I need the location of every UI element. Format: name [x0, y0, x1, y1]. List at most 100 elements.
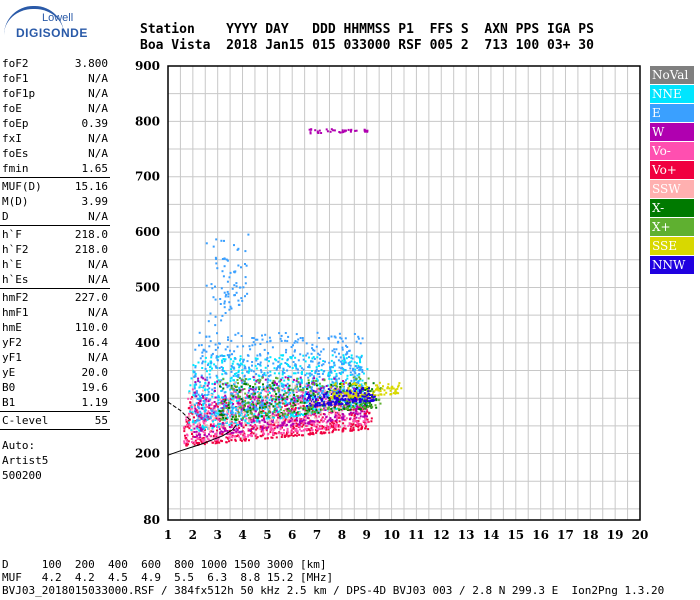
echo-point: [262, 386, 265, 389]
echo-point: [322, 389, 325, 392]
echo-point: [323, 370, 326, 372]
echo-point: [262, 410, 265, 413]
echo-point: [353, 370, 356, 373]
echo-point: [200, 412, 203, 415]
echo-point: [261, 405, 263, 408]
echo-point: [191, 431, 194, 433]
echo-point: [335, 419, 338, 422]
echo-point: [333, 396, 336, 399]
echo-point: [223, 403, 226, 406]
echo-point: [279, 364, 282, 367]
echo-point: [252, 376, 255, 379]
echo-point: [204, 432, 206, 435]
echo-point: [274, 411, 277, 414]
echo-point: [363, 129, 366, 132]
echo-point: [317, 391, 320, 394]
param-row: foF2 3.800: [0, 56, 112, 71]
echo-point: [231, 411, 234, 414]
echo-point: [288, 434, 291, 437]
echo-point: [188, 390, 191, 393]
echo-point: [360, 401, 363, 404]
y-tick-label: 500: [135, 280, 160, 294]
echo-point: [269, 387, 272, 390]
echo-point: [307, 428, 310, 431]
echo-point: [212, 430, 215, 433]
echo-point: [206, 394, 209, 397]
echo-point: [288, 393, 290, 396]
echo-point: [241, 363, 244, 366]
echo-point: [282, 369, 285, 371]
echo-point: [335, 375, 338, 378]
echo-point: [343, 357, 346, 360]
echo-point: [305, 401, 308, 404]
echo-point: [359, 367, 362, 370]
echo-point: [321, 432, 323, 435]
echo-point: [302, 421, 305, 424]
echo-point: [276, 426, 279, 429]
echo-point: [345, 381, 348, 384]
echo-point: [205, 400, 207, 403]
echo-point: [320, 431, 323, 434]
echo-point: [238, 391, 241, 394]
echo-point: [395, 391, 398, 394]
echo-point: [259, 361, 262, 364]
echo-point: [219, 298, 222, 300]
echo-point: [238, 303, 241, 306]
echo-point: [279, 408, 282, 411]
echo-point: [275, 393, 278, 396]
echo-point: [331, 392, 334, 395]
echo-point: [195, 391, 198, 394]
echo-point: [283, 390, 286, 393]
echo-point: [308, 393, 310, 396]
echo-point: [238, 426, 241, 429]
echo-point: [225, 383, 227, 386]
echo-point: [345, 353, 347, 356]
echo-point: [344, 419, 347, 422]
echo-point: [236, 389, 239, 392]
echo-point: [317, 352, 320, 355]
echo-point: [197, 405, 200, 408]
echo-point: [233, 284, 236, 287]
param-row: C-level 55: [0, 413, 112, 428]
echo-point: [245, 264, 248, 267]
echo-point: [306, 382, 309, 385]
echo-point: [310, 389, 313, 392]
echo-point: [280, 406, 283, 409]
echo-point: [287, 363, 290, 366]
echo-point: [293, 412, 296, 414]
echo-point: [266, 378, 269, 381]
echo-point: [298, 411, 301, 414]
echo-point: [366, 394, 368, 397]
echo-point: [250, 392, 253, 395]
echo-point: [205, 397, 208, 400]
echo-point: [265, 429, 268, 432]
echo-point: [240, 430, 243, 433]
param-name: D: [2, 210, 9, 223]
param-row: MUF(D) 15.16: [0, 179, 112, 194]
echo-point: [217, 412, 220, 415]
echo-point: [271, 384, 274, 387]
echo-point: [359, 358, 361, 361]
echo-point: [324, 409, 327, 411]
echo-point: [195, 433, 198, 436]
echo-point: [206, 405, 209, 408]
echo-point: [335, 408, 338, 411]
echo-point: [252, 393, 255, 396]
echo-point: [260, 408, 262, 411]
echo-point: [221, 258, 224, 260]
echo-point: [255, 425, 258, 428]
echo-point: [321, 425, 323, 428]
echo-point: [340, 416, 343, 419]
param-row: yE 20.0: [0, 365, 112, 380]
echo-point: [333, 406, 336, 409]
echo-point: [316, 384, 318, 387]
echo-point: [297, 371, 300, 374]
echo-point: [315, 398, 318, 401]
echo-point: [255, 402, 258, 405]
echo-point: [353, 379, 356, 381]
echo-point: [248, 417, 251, 419]
echo-point: [292, 422, 295, 425]
echo-point: [313, 413, 316, 416]
echo-point: [191, 388, 194, 391]
echo-point: [201, 426, 203, 429]
